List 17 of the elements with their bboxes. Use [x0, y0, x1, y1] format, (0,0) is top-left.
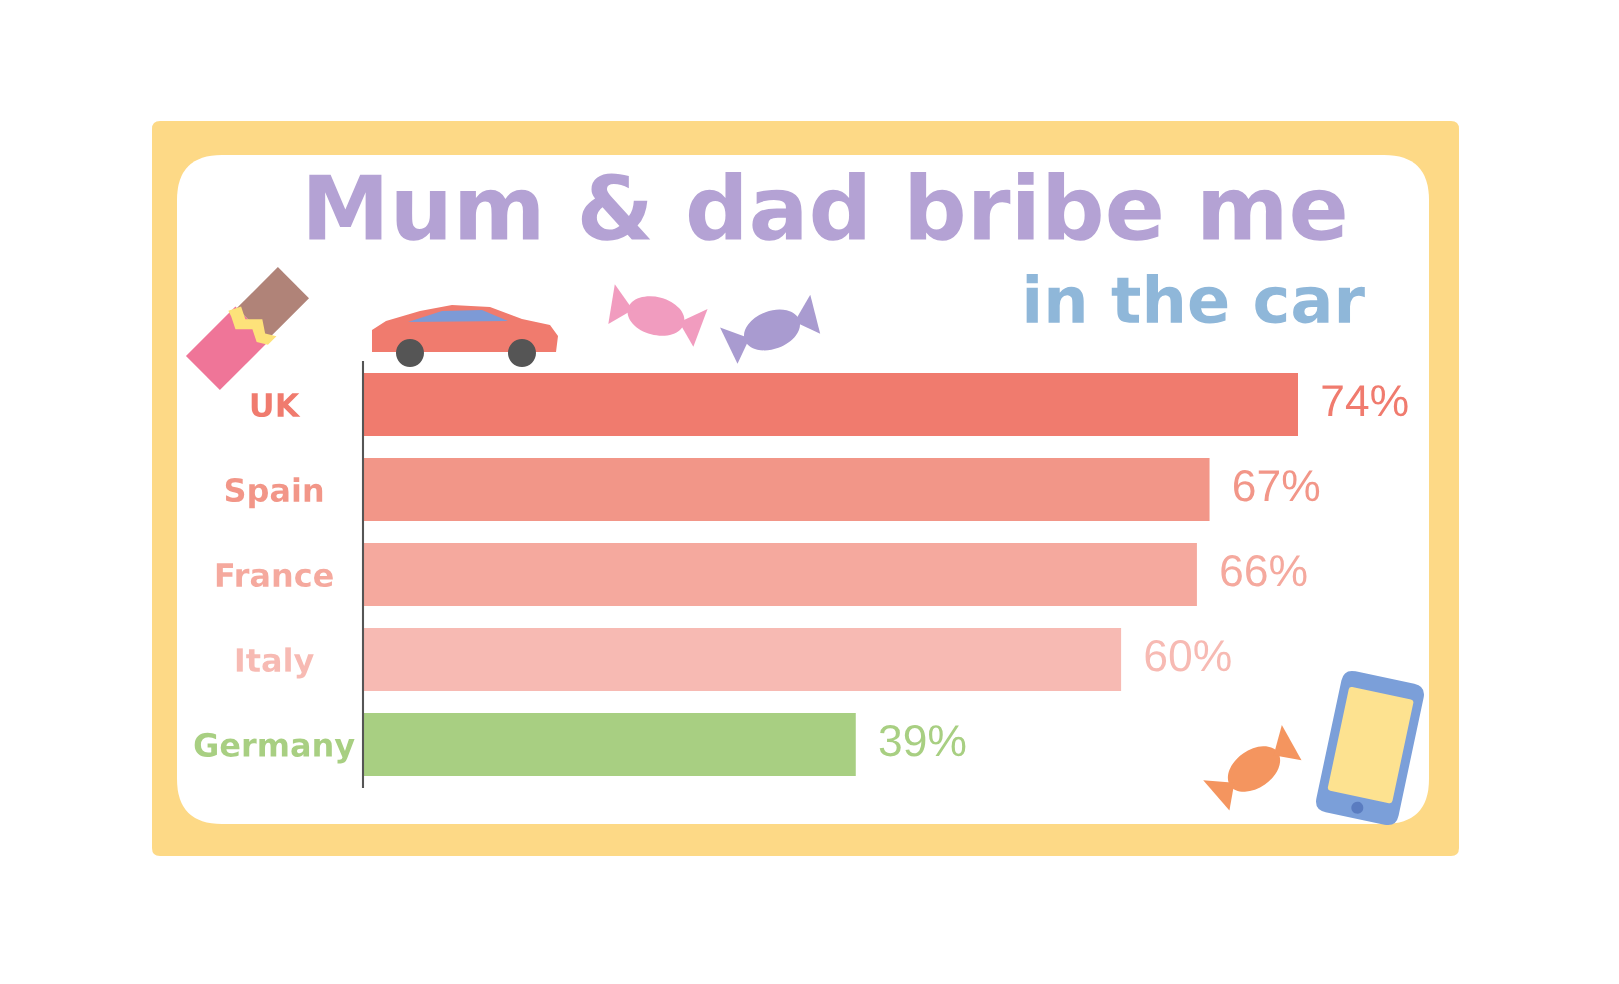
y-tick-label: Italy [236, 647, 314, 679]
y-tick-label: UK [251, 393, 301, 418]
y-tick-label: France [216, 563, 333, 588]
data-label: 39% [879, 724, 966, 757]
chart-title: Mum & dad bribe me [309, 171, 1345, 241]
y-tick-label: Germany [194, 732, 355, 764]
y-tick-label: Spain [225, 477, 323, 509]
bar [363, 373, 1298, 436]
bar [363, 543, 1197, 606]
bar [363, 713, 856, 776]
data-label: 67% [1234, 469, 1320, 502]
chart-subtitle: in the car [1026, 274, 1365, 324]
data-label: 66% [1221, 554, 1307, 587]
data-label: 60% [1145, 639, 1231, 672]
data-label: 74% [1322, 385, 1408, 417]
bar [363, 458, 1210, 521]
bar [363, 628, 1122, 691]
